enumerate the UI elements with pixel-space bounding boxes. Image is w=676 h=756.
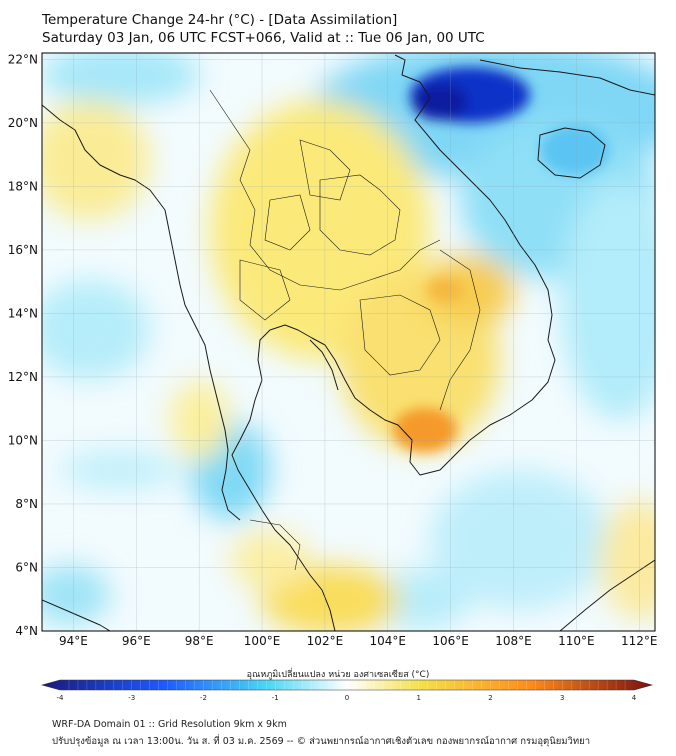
colorbar-label: อุณหภูมิเปลี่ยนแปลง หน่วย องศาเซลเซียส (… [246, 670, 430, 680]
longitude-labels: 94°E 96°E 98°E 100°E 102°E 104°E 106°E 108°E 110… [59, 634, 658, 648]
colorbar-tick-label: 1 [417, 694, 421, 702]
colorbar-tick-label: -4 [57, 694, 65, 702]
borneo-coast [559, 559, 655, 631]
lat-label: 8°N [15, 497, 38, 511]
china-coast [479, 59, 655, 96]
west-coast [42, 104, 241, 521]
lat-label: 16°N [8, 243, 38, 257]
lon-label: 98°E [185, 634, 214, 648]
lon-label: 104°E [370, 634, 407, 648]
map-frame [41, 52, 656, 632]
gulf-coast-inner [309, 339, 339, 391]
colorbar: -4 -3 -2 -1 0 1 2 3 4 [40, 679, 654, 702]
colorbar-tick-label: 2 [488, 694, 492, 702]
temperature-field-extremes [393, 67, 610, 452]
lon-label: 102°E [307, 634, 344, 648]
colorbar-tick-label: 3 [560, 694, 564, 702]
map-subtitle: Saturday 03 Jan, 06 UTC FCST+066, Valid … [42, 30, 485, 46]
lon-label: 96°E [122, 634, 151, 648]
model-info: WRF-DA Domain 01 :: Grid Resolution 9km … [52, 719, 287, 730]
lat-label: 20°N [8, 116, 38, 130]
mainland-coast [231, 54, 556, 631]
coastlines [42, 54, 655, 631]
lon-label: 106°E [432, 634, 469, 648]
lon-label: 110°E [558, 634, 595, 648]
lat-label: 12°N [8, 370, 38, 384]
colorbar-tick-label: -2 [200, 694, 207, 702]
lon-label: 112°E [621, 634, 658, 648]
colorbar-ticks: -4 -3 -2 -1 0 1 2 3 4 [57, 694, 637, 702]
lon-label: 108°E [495, 634, 532, 648]
latitude-labels: 22°N 20°N 18°N 16°N 14°N 12°N 10°N 8°N 6°N 4°N [8, 52, 38, 638]
colorbar-tick-label: 0 [345, 694, 349, 702]
lon-label: 94°E [59, 634, 88, 648]
lat-label: 4°N [15, 624, 38, 638]
colorbar-segments [68, 680, 626, 690]
lat-label: 10°N [8, 433, 38, 447]
credit-line: ปรับปรุงข้อมูล ณ เวลา 13:00น. วัน ส. ที่… [52, 736, 591, 747]
map-field [42, 53, 655, 631]
colorbar-tick-label: 4 [632, 694, 637, 702]
sumatra-coast [42, 599, 111, 631]
lat-label: 6°N [15, 560, 38, 574]
map-title: Temperature Change 24-hr (°C) - [Data As… [42, 12, 398, 28]
hainan-island [537, 127, 606, 179]
colorbar-tick-label: -3 [128, 694, 135, 702]
lat-label: 22°N [8, 52, 38, 66]
lat-label: 18°N [8, 179, 38, 193]
graticule [42, 53, 655, 631]
lat-label: 14°N [8, 306, 38, 320]
colorbar-tick-label: -1 [272, 694, 279, 702]
lon-label: 100°E [244, 634, 281, 648]
admin-borders [209, 89, 481, 571]
